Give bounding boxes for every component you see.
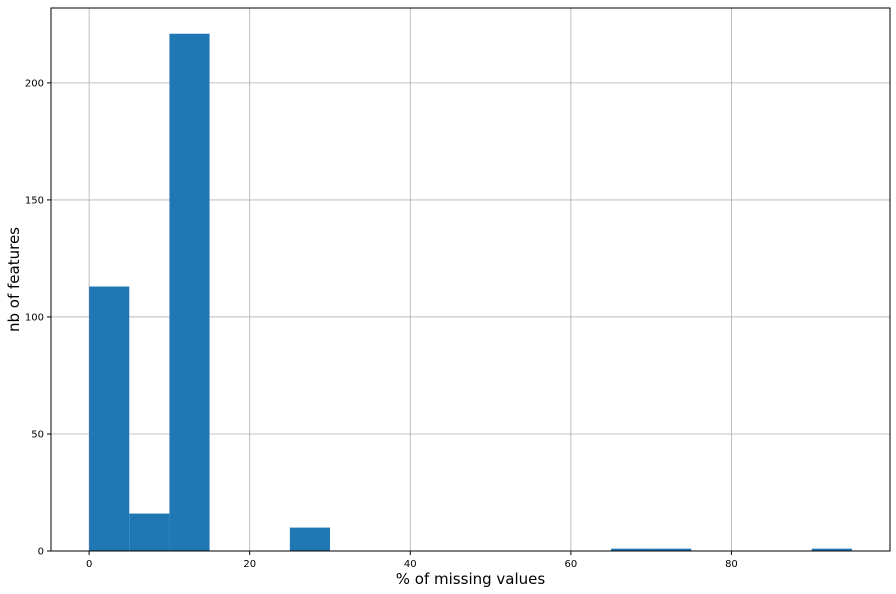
axis-ticks: 0 20 40 60 80 0 50 100 150 200 — [25, 78, 738, 570]
y-tick-label: 150 — [25, 195, 44, 206]
histogram-bars — [89, 33, 852, 552]
histogram-bar — [89, 286, 130, 551]
histogram-bar — [611, 548, 652, 551]
histogram-bar — [651, 548, 692, 551]
plot-area-frame — [50, 7, 891, 552]
histogram-bar — [169, 33, 210, 552]
y-axis-label: nb of features — [5, 227, 23, 332]
y-tick-label: 0 — [38, 547, 44, 558]
histogram-bar — [811, 548, 852, 551]
y-tick-label: 50 — [31, 429, 44, 440]
histogram-bar — [129, 513, 170, 551]
y-tick-label: 100 — [25, 312, 44, 323]
y-tick-label: 200 — [25, 78, 44, 89]
x-tick-label: 80 — [725, 559, 738, 570]
x-tick-label: 40 — [404, 559, 417, 570]
x-axis-label: % of missing values — [396, 570, 546, 588]
x-tick-label: 0 — [86, 559, 92, 570]
x-tick-label: 60 — [564, 559, 577, 570]
x-tick-label: 20 — [243, 559, 256, 570]
histogram-bar — [289, 527, 330, 551]
